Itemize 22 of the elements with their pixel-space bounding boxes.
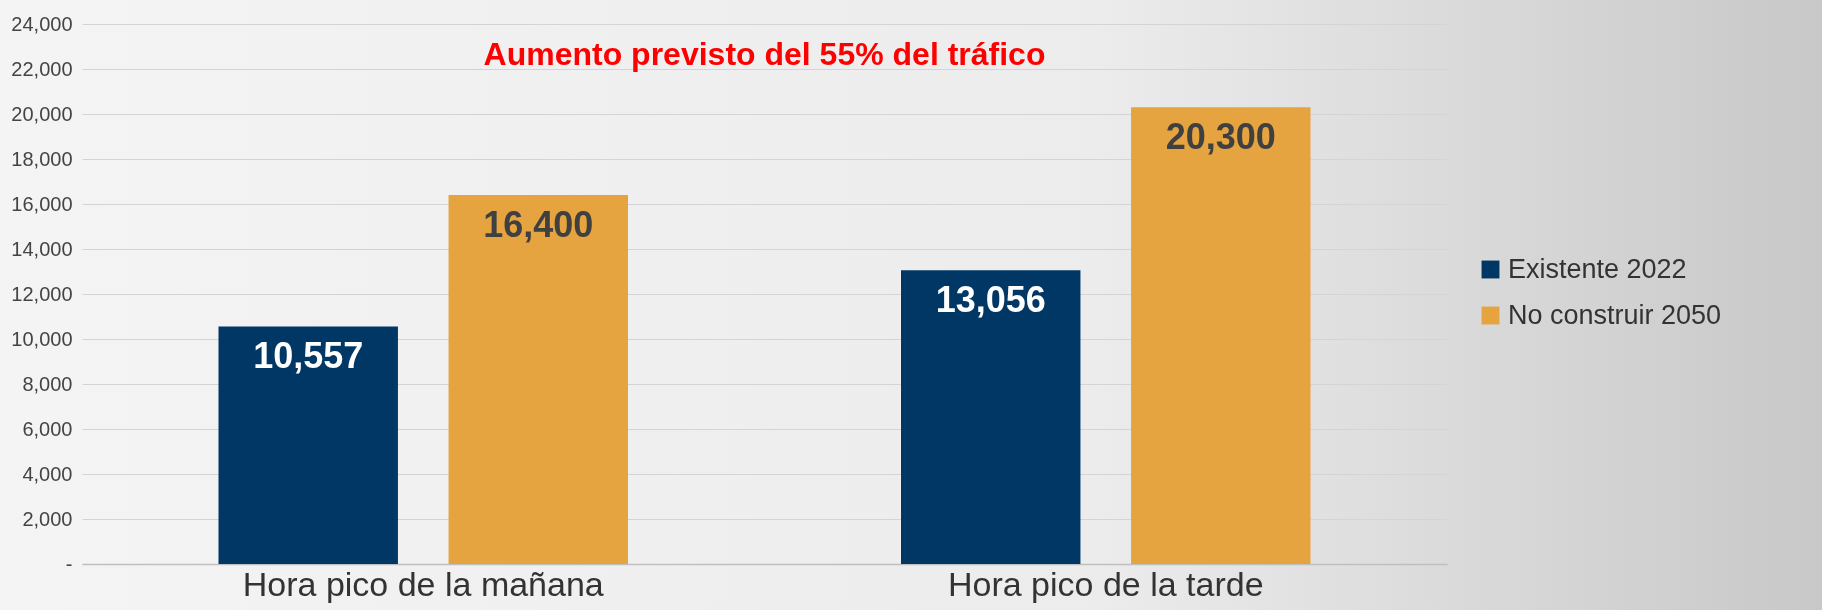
data-label: 13,056 <box>935 279 1046 321</box>
y-tick-label: 24,000 <box>11 12 73 35</box>
y-tick-label: 8,000 <box>22 372 73 395</box>
y-tick-label: - <box>65 552 73 575</box>
y-tick-label: 18,000 <box>11 147 73 170</box>
y-tick-label: 16,000 <box>11 192 73 215</box>
y-tick-label: 12,000 <box>11 282 73 305</box>
data-label: 20,300 <box>1165 116 1276 158</box>
y-tick-label: 14,000 <box>11 237 73 260</box>
y-tick-label: 22,000 <box>11 57 73 80</box>
chart-title: Aumento previsto del 55% del tráfico <box>483 36 1046 72</box>
y-tick-label: 20,000 <box>11 102 73 125</box>
y-tick-label: 6,000 <box>22 417 73 440</box>
x-tick-label: Hora pico de la mañana <box>242 564 604 603</box>
legend-label: Existente 2022 <box>1508 253 1687 284</box>
y-tick-label: 4,000 <box>22 462 73 485</box>
x-tick-label: Hora pico de la tarde <box>947 564 1264 603</box>
data-label: 16,400 <box>483 204 594 245</box>
legend-label: No construir 2050 <box>1508 299 1722 330</box>
data-label: 10,557 <box>253 335 364 377</box>
y-tick-label: 2,000 <box>22 507 73 530</box>
y-tick-label: 10,000 <box>11 327 73 350</box>
